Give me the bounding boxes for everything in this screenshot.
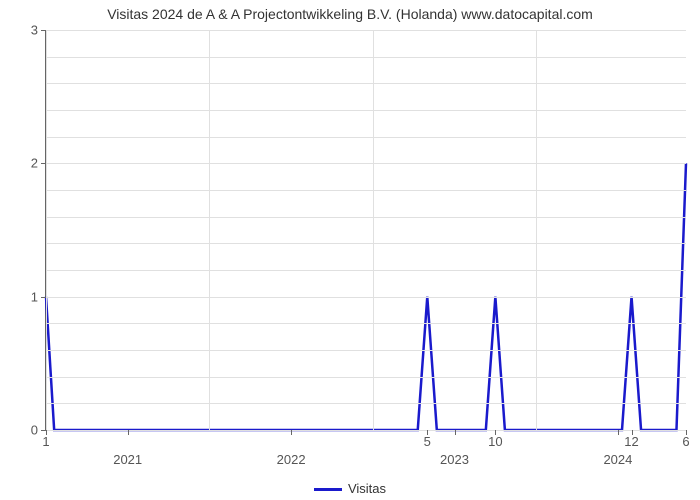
- grid-line-h-minor: [46, 83, 686, 84]
- grid-line-h-minor: [46, 243, 686, 244]
- x-tick-mark: [46, 430, 47, 435]
- x-year-label: 2022: [277, 430, 306, 467]
- grid-line-h-minor: [46, 110, 686, 111]
- grid-line-h-minor: [46, 377, 686, 378]
- grid-line-v: [46, 30, 47, 430]
- x-tick-mark: [291, 430, 292, 435]
- legend: Visitas: [0, 481, 700, 496]
- grid-line-h-minor: [46, 137, 686, 138]
- grid-line-h: [46, 30, 686, 31]
- x-tick-mark: [455, 430, 456, 435]
- legend-label: Visitas: [348, 481, 386, 496]
- legend-swatch: [314, 488, 342, 491]
- x-year-label: 2021: [113, 430, 142, 467]
- x-year-label: 2023: [440, 430, 469, 467]
- grid-line-v: [536, 30, 537, 430]
- x-tick-mark: [618, 430, 619, 435]
- chart-container: Visitas 2024 de A & A Projectontwikkelin…: [0, 0, 700, 500]
- grid-line-h: [46, 297, 686, 298]
- grid-line-v: [209, 30, 210, 430]
- grid-line-h-minor: [46, 323, 686, 324]
- x-tick-mark: [495, 430, 496, 435]
- grid-line-h-minor: [46, 217, 686, 218]
- grid-line-h-minor: [46, 57, 686, 58]
- grid-line-v: [373, 30, 374, 430]
- plot-area: 012315101262021202220232024: [45, 30, 686, 431]
- grid-line-h-minor: [46, 403, 686, 404]
- grid-line-h-minor: [46, 350, 686, 351]
- x-tick-mark: [686, 430, 687, 435]
- grid-line-h: [46, 163, 686, 164]
- x-tick-mark: [427, 430, 428, 435]
- grid-line-h-minor: [46, 190, 686, 191]
- x-tick-mark: [128, 430, 129, 435]
- line-series: [46, 30, 686, 430]
- grid-line-h-minor: [46, 270, 686, 271]
- chart-title: Visitas 2024 de A & A Projectontwikkelin…: [0, 6, 700, 22]
- x-year-label: 2024: [603, 430, 632, 467]
